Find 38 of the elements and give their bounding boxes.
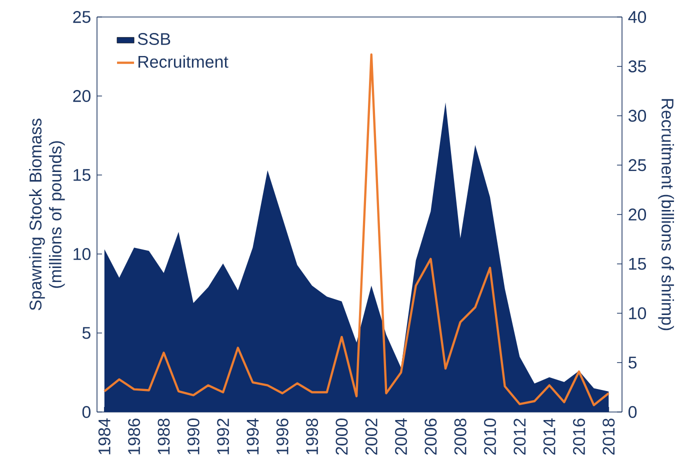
y-tick-label: 20	[73, 90, 90, 102]
y-axis-title: Spawning Stock Biomass (millions of pounds)	[29, 118, 65, 310]
x-tick-label: 2008	[454, 418, 466, 455]
x-tick-label: 1992	[217, 418, 230, 454]
x-tick-label: 1986	[128, 418, 140, 454]
y2-tick-label: 30	[628, 110, 646, 122]
x-tick-label: 1996	[276, 418, 288, 454]
y-tick-label: 5	[82, 327, 90, 339]
y-tick-label: 0	[82, 406, 90, 418]
legend-label: Recruitment	[138, 55, 228, 68]
x-tick-label: 2004	[395, 418, 408, 455]
x-tick-label: 1998	[306, 418, 318, 454]
y2-tick-label: 40	[628, 11, 646, 23]
y2-tick-label: 20	[628, 208, 646, 220]
y-tick-label: 25	[73, 11, 90, 23]
x-tick-label: 2002	[365, 418, 378, 455]
x-tick-label: 1988	[158, 418, 170, 454]
y-tick-label: 10	[74, 248, 90, 260]
y2-tick-label: 10	[629, 307, 646, 320]
y2-tick-label: 0	[628, 406, 637, 418]
legend-label: SSB	[138, 33, 170, 46]
y2-tick-label: 5	[628, 356, 637, 369]
x-tick-label: 2012	[514, 418, 526, 455]
y-tick-label: 15	[74, 169, 90, 181]
x-tick-label: 2006	[424, 418, 437, 455]
x-tick-label: 2018	[602, 418, 615, 455]
y2-axis-title: Recruitment (billions of shrimp)	[658, 99, 674, 330]
x-tick-label: 2016	[573, 418, 585, 455]
y2-tick-label: 15	[629, 258, 646, 270]
x-tick-label: 2010	[484, 418, 496, 455]
x-tick-label: 1994	[246, 418, 259, 454]
y2-tick-label: 25	[628, 159, 646, 172]
x-tick-label: 2014	[543, 418, 556, 455]
x-tick-label: 2000	[336, 418, 348, 455]
x-tick-label: 1990	[187, 418, 200, 454]
x-tick-label: 1984	[98, 418, 110, 454]
line-series	[103, 53, 610, 406]
y2-tick-label: 35	[628, 60, 646, 72]
